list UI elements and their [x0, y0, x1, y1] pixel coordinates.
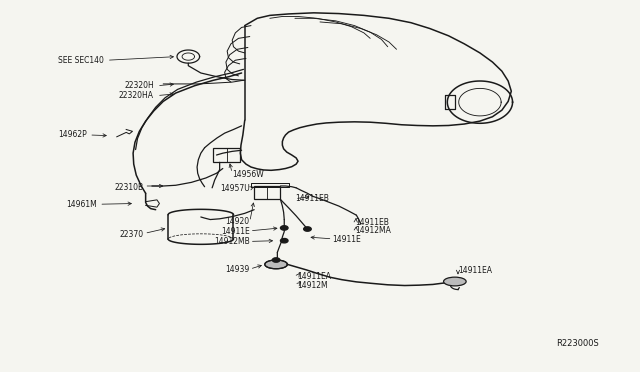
Text: 14920: 14920	[226, 217, 250, 226]
Bar	[213, 148, 240, 162]
Text: 14939: 14939	[225, 264, 250, 274]
Circle shape	[304, 227, 311, 231]
Text: 14957U: 14957U	[220, 184, 250, 193]
Text: 14911E: 14911E	[333, 235, 362, 244]
Ellipse shape	[444, 277, 466, 286]
Ellipse shape	[265, 260, 287, 269]
Bar	[254, 186, 280, 199]
Text: 14911E: 14911E	[221, 227, 250, 236]
Text: 22370: 22370	[119, 230, 143, 238]
Text: 14911EB: 14911EB	[295, 194, 329, 203]
Text: 14911EA: 14911EA	[458, 266, 492, 275]
Text: 22320H: 22320H	[124, 81, 154, 90]
Text: 14956W: 14956W	[232, 170, 264, 179]
Text: 22310B: 22310B	[114, 183, 143, 192]
Text: 14961M: 14961M	[67, 200, 97, 209]
Text: 14912M: 14912M	[298, 280, 328, 290]
Circle shape	[280, 238, 288, 243]
Text: 14912MB: 14912MB	[214, 237, 250, 246]
Circle shape	[273, 258, 280, 262]
Text: 14911EA: 14911EA	[298, 272, 332, 281]
Text: 14911EB: 14911EB	[355, 218, 389, 227]
Text: 14912MA: 14912MA	[355, 226, 391, 235]
Text: 14962P: 14962P	[58, 131, 86, 140]
Text: SEE SEC140: SEE SEC140	[58, 56, 104, 65]
Circle shape	[280, 226, 288, 230]
Text: R223000S: R223000S	[556, 339, 599, 348]
Text: 22320HA: 22320HA	[119, 91, 154, 100]
